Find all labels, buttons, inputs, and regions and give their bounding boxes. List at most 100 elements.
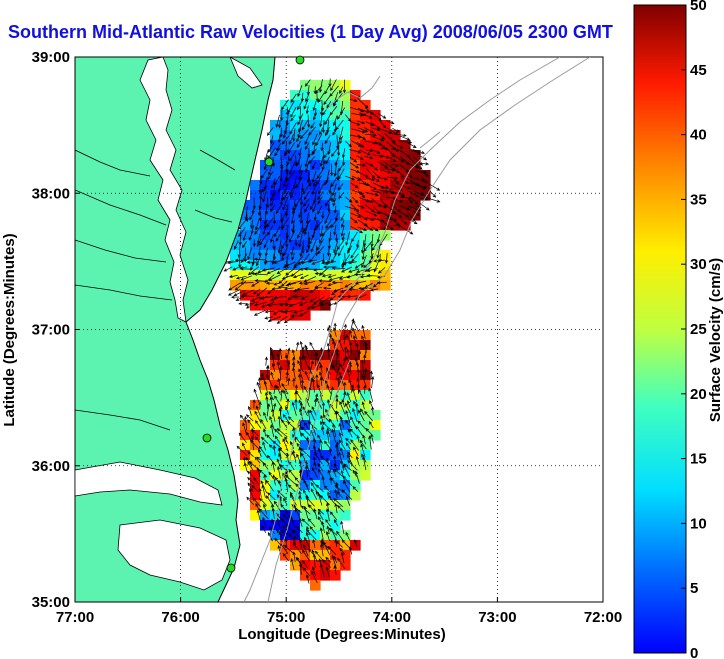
north-vector [286, 106, 290, 116]
south-vector [319, 439, 323, 451]
south-vector [330, 527, 337, 540]
south-vector [257, 377, 262, 389]
north-field-cell [370, 170, 381, 181]
south-field-cell [350, 460, 361, 471]
north-field-cell [310, 100, 321, 111]
south-field-cell [290, 350, 301, 361]
colorbar [633, 4, 687, 654]
south-vector [371, 375, 375, 389]
north-field-cell [330, 90, 341, 101]
south-vector [357, 420, 367, 430]
south-vector [295, 526, 303, 534]
north-vector [300, 183, 305, 193]
north-field-cell [310, 300, 321, 311]
south-field-cell [300, 510, 311, 521]
north-field-cell [280, 100, 291, 111]
north-field-cell [280, 240, 291, 251]
south-vector [321, 476, 325, 485]
south-vector [343, 323, 347, 337]
north-field-cell [370, 220, 381, 231]
south-vector [251, 485, 259, 492]
north-field-cell [350, 170, 361, 181]
north-vector [357, 120, 366, 125]
north-field-cell [290, 120, 301, 131]
north-vector [314, 271, 325, 276]
north-vector [327, 203, 331, 213]
north-field-cell [390, 170, 401, 181]
north-vector [270, 234, 274, 243]
south-vector [352, 486, 359, 492]
north-vector [264, 310, 275, 314]
north-vector [317, 196, 323, 205]
north-vector [297, 98, 304, 111]
north-field-cell [360, 150, 371, 161]
south-vector [356, 368, 360, 380]
south-vector [260, 372, 264, 381]
north-vector [376, 281, 387, 285]
north-field-cell [410, 180, 421, 191]
north-vector [283, 182, 289, 195]
north-vector [350, 182, 359, 189]
north-vector [373, 259, 385, 263]
south-vector [329, 511, 338, 521]
north-vector [330, 163, 334, 177]
north-vector [261, 185, 267, 193]
south-vector [298, 495, 302, 507]
south-vector [298, 539, 303, 549]
south-vector [313, 508, 318, 520]
north-vector [356, 163, 367, 167]
north-vector [290, 246, 295, 256]
north-field-cell [370, 200, 381, 211]
north-vector [289, 150, 297, 162]
south-vector [323, 541, 330, 555]
south-vector [292, 449, 297, 463]
south-vector [290, 558, 295, 570]
north-vector [330, 176, 338, 188]
south-vector [247, 477, 255, 485]
north-vector [297, 127, 302, 139]
north-vector [377, 226, 388, 231]
north-vector [360, 240, 365, 254]
south-vector [302, 544, 309, 557]
north-field-cell [390, 140, 401, 151]
south-vector [262, 441, 266, 451]
north-field-cell [290, 170, 301, 181]
north-field-cell [360, 190, 371, 201]
north-field-cell [320, 280, 331, 291]
south-vector [333, 455, 337, 466]
south-field-cell [320, 400, 331, 411]
north-field-cell [270, 170, 281, 181]
north-vector [358, 286, 367, 290]
north-vector [319, 302, 329, 306]
south-field-cell [330, 440, 341, 451]
north-field-cell [380, 150, 391, 161]
south-vector [333, 519, 339, 527]
south-vector [260, 436, 269, 444]
south-field-cell [330, 390, 341, 401]
north-vector [303, 198, 310, 207]
south-field-cell [360, 330, 371, 341]
south-vector [350, 439, 359, 451]
north-vector [246, 260, 259, 264]
north-vector [282, 190, 289, 201]
north-vector [279, 302, 287, 306]
north-field-cell [350, 160, 361, 171]
north-vector [420, 203, 430, 211]
south-field-cell [260, 410, 271, 421]
north-vector [290, 190, 295, 199]
north-field-cell [380, 280, 391, 291]
south-vector [271, 362, 276, 372]
south-field-cell [340, 470, 351, 481]
north-vector [333, 225, 337, 236]
south-vector [361, 374, 367, 387]
north-vector [290, 107, 297, 118]
south-vector [294, 507, 301, 520]
north-vector [309, 231, 316, 245]
north-vector [364, 107, 374, 115]
south-vector [245, 456, 253, 466]
south-field-cell [320, 390, 331, 401]
south-field-cell [270, 420, 281, 431]
north-field-cell [340, 220, 351, 231]
north-vector [286, 156, 290, 166]
south-vector [331, 364, 337, 373]
